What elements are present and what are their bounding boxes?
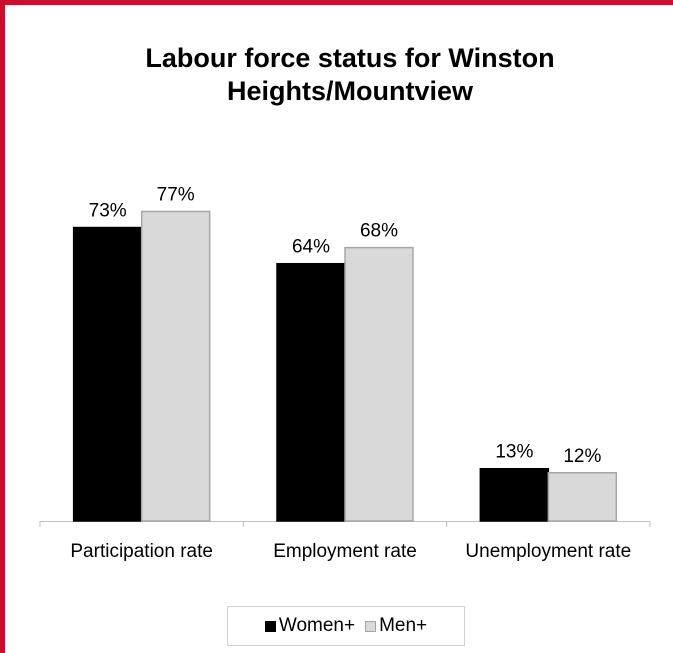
- data-label: 64%: [292, 237, 330, 258]
- bar-men: [140, 210, 211, 522]
- legend-item-men: Men+: [365, 615, 427, 637]
- data-label: 12%: [563, 446, 601, 467]
- x-tick-label: Participation rate: [70, 541, 213, 562]
- data-label: 73%: [89, 201, 127, 222]
- chart-title: Labour force status for Winston Heights/…: [145, 43, 555, 106]
- data-label: 68%: [360, 221, 398, 242]
- frame-border-top: [0, 0, 673, 5]
- legend-swatch-men: [365, 620, 377, 632]
- x-tick-label: Unemployment rate: [465, 541, 631, 562]
- x-tick-label: Employment rate: [273, 541, 417, 562]
- frame-border-left: [0, 0, 5, 653]
- legend-label-men: Men+: [379, 615, 428, 636]
- legend-swatch-women: [264, 620, 276, 632]
- bar-men: [547, 472, 618, 522]
- bar-men: [344, 246, 414, 522]
- legend-item-women: Women+: [264, 615, 356, 637]
- data-label: 13%: [495, 442, 533, 463]
- legend-label-women: Women+: [278, 615, 356, 636]
- bar-women: [72, 226, 143, 522]
- data-label: 77%: [157, 184, 195, 205]
- bar-women: [479, 467, 550, 522]
- chart-legend: Women+ Men+: [227, 606, 465, 646]
- bar-women: [276, 262, 346, 522]
